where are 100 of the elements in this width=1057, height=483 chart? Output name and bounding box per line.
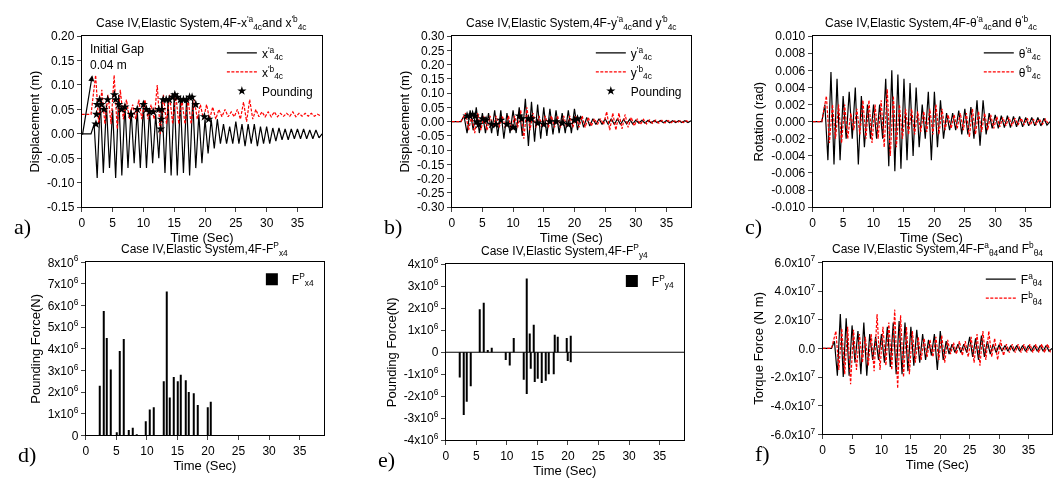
point	[557, 118, 567, 128]
x-tick-label: 5	[479, 215, 487, 230]
point	[138, 99, 149, 109]
point	[99, 104, 109, 114]
point	[539, 119, 549, 129]
y-tick-label: 3x10$^{6}$	[47, 361, 79, 378]
y-tick-label: 7x10$^{6}$	[47, 275, 79, 292]
point	[191, 99, 201, 109]
y-tick-label: 0.008	[775, 46, 806, 61]
text: e)	[378, 447, 396, 472]
x-tick-label: 15	[530, 448, 545, 463]
y-tick-label: 2.0x10$^{7}$	[774, 310, 816, 327]
point	[563, 119, 573, 129]
x-tick-label: 15	[897, 215, 911, 230]
y-tick-label: 6.0x10$^{7}$	[774, 253, 816, 270]
x-tick-label: 30	[629, 215, 643, 230]
x-axis-title: Time (Sec)	[905, 456, 969, 472]
y-tick-label: 0.10	[51, 78, 75, 93]
y-tick-label: -0.15	[47, 200, 75, 215]
legend-label: Pounding	[261, 84, 313, 99]
y-tick-label: 0.05	[420, 100, 445, 115]
y-axis-title: Pounding Force(N)	[383, 297, 399, 408]
y-tick-label: 8x10$^{6}$	[47, 253, 79, 270]
y-tick-label: 4.0x10$^{7}$	[774, 282, 816, 299]
x-tick-label: 35	[292, 443, 307, 458]
x-tick-label: 0	[448, 215, 456, 230]
x-tick-label: 35	[290, 215, 305, 230]
x-tick-label: 25	[598, 215, 613, 230]
y-axis-title: Pounding Force(N)	[27, 293, 43, 404]
x-tick-label: 25	[958, 215, 972, 230]
x-tick-label: 20	[561, 448, 575, 463]
y-tick-label: -6.0x10$^{7}$	[770, 425, 816, 442]
point	[545, 116, 555, 126]
y-tick-label: 4x10$^{6}$	[47, 340, 79, 357]
y-tick-label: -0.010	[771, 200, 806, 215]
x-tick-label: 10	[866, 215, 881, 230]
y-tick-label: 0	[71, 428, 79, 443]
y-axis-title: Displacement (m)	[26, 70, 42, 173]
y-tick-label: 0.004	[775, 80, 806, 95]
x-tick-label: 5	[839, 215, 847, 230]
x-tick-label: 35	[1019, 215, 1033, 230]
y-tick-label: 0.15	[420, 72, 445, 87]
y-axis-title: Rotation (rad)	[751, 81, 767, 162]
point	[502, 119, 512, 129]
x-tick-label: 15	[537, 215, 551, 230]
y-axis-title: Displacement (m)	[396, 70, 412, 173]
y-tick-label: 0.0	[798, 341, 816, 356]
line-series	[822, 309, 1052, 390]
point	[91, 109, 102, 119]
y-tick-label: -0.002	[771, 131, 806, 146]
x-tick-label: 20	[933, 442, 948, 457]
point	[132, 104, 142, 114]
x-tick-label: 20	[201, 443, 215, 458]
x-tick-label: 10	[136, 215, 151, 230]
point	[496, 115, 506, 125]
y-tick-label: 2x10$^{6}$	[47, 383, 79, 400]
y-tick-label: 6x10$^{6}$	[47, 296, 79, 313]
x-tick-label: 10	[500, 448, 514, 463]
x-tick-label: 10	[506, 215, 521, 230]
x-tick-label: 20	[927, 215, 942, 230]
y-tick-label: -0.008	[771, 183, 806, 198]
y-tick-label: 0.010	[775, 29, 806, 44]
y-tick-label: 0.25	[420, 43, 445, 58]
point	[114, 99, 124, 109]
y-tick-label: 1x10$^{6}$	[47, 404, 79, 421]
text: d)	[18, 442, 37, 467]
point	[126, 109, 136, 119]
y-tick-label: -1x10$^{6}$	[403, 365, 439, 382]
y-tick-label: 0.20	[420, 57, 445, 72]
y-tick-label: -0.05	[47, 151, 75, 166]
x-tick-label: 25	[231, 443, 246, 458]
x-tick-label: 30	[992, 442, 1007, 457]
y-tick-label: -0.25	[416, 186, 445, 201]
line-series	[451, 106, 691, 140]
x-axis-title: Time (Sec)	[173, 457, 237, 473]
x-tick-label: 30	[988, 215, 1003, 230]
legend-label: Pounding	[630, 84, 682, 99]
x-tick-label: 5	[848, 442, 856, 457]
y-tick-label: -0.05	[416, 129, 445, 144]
point	[199, 111, 210, 121]
y-tick-label: -4x10$^{6}$	[403, 431, 439, 448]
y-tick-label: -3x10$^{6}$	[403, 409, 439, 426]
x-tick-label: 25	[591, 448, 606, 463]
x-tick-label: 30	[259, 215, 274, 230]
point	[103, 94, 113, 104]
y-tick-label: -0.10	[416, 143, 445, 158]
x-tick-label: 0	[82, 443, 90, 458]
y-tick-label: 0.00	[420, 114, 445, 129]
point	[551, 116, 561, 126]
y-tick-label: -0.15	[416, 157, 445, 172]
x-tick-label: 20	[567, 215, 582, 230]
y-tick-label: -0.004	[771, 149, 806, 164]
y-tick-label: 5x10$^{6}$	[47, 318, 79, 335]
y-tick-label: 0.05	[51, 102, 75, 117]
x-tick-label: 10	[874, 442, 889, 457]
point	[508, 122, 518, 132]
y-tick-label: -4.0x10$^{7}$	[770, 396, 816, 413]
y-tick-label: 4x10$^{6}$	[407, 255, 439, 272]
y-tick-label: 3x10$^{6}$	[407, 277, 439, 294]
x-tick-label: 30	[622, 448, 637, 463]
